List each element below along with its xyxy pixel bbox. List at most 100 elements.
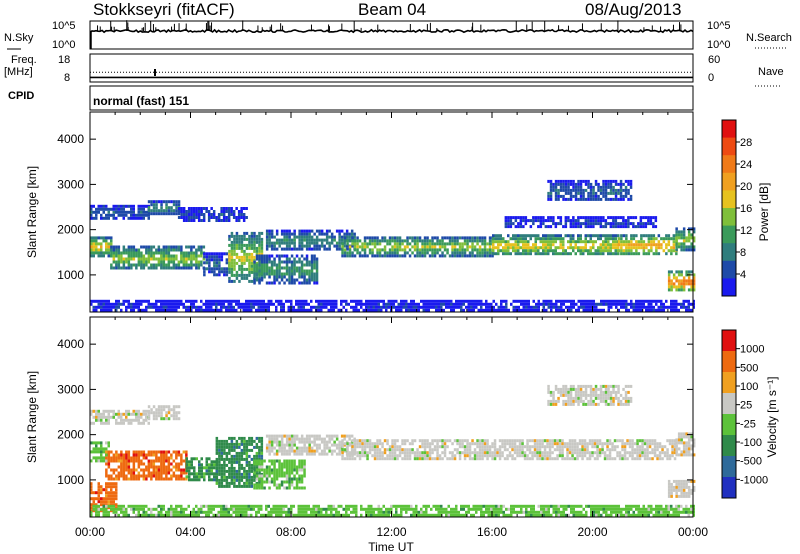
echo-cell bbox=[497, 240, 500, 244]
echo-cell bbox=[220, 481, 224, 485]
echo-cell bbox=[122, 459, 126, 463]
echo-cell bbox=[330, 434, 334, 438]
echo-cell bbox=[145, 456, 148, 460]
echo-cell bbox=[544, 237, 547, 241]
echo-cell bbox=[692, 248, 696, 252]
echo-cell bbox=[523, 451, 527, 455]
echo-cell bbox=[295, 486, 299, 490]
echo-cell bbox=[609, 185, 613, 189]
echo-cell bbox=[260, 231, 264, 235]
echo-cell bbox=[248, 279, 251, 283]
echo-cell bbox=[280, 247, 284, 251]
echo-cell bbox=[275, 241, 279, 245]
echo-cell bbox=[492, 234, 495, 238]
echo-cell bbox=[225, 469, 229, 473]
echo-cell bbox=[420, 299, 423, 303]
echo-cell bbox=[478, 236, 482, 240]
echo-cell bbox=[310, 241, 314, 245]
echo-cell bbox=[376, 454, 379, 458]
echo-cell bbox=[92, 456, 95, 460]
echo-cell bbox=[604, 219, 608, 223]
echo-cell bbox=[285, 443, 289, 447]
echo-cell bbox=[383, 457, 387, 461]
echo-cell bbox=[288, 257, 291, 261]
echo-cell bbox=[187, 308, 190, 312]
echo-cell bbox=[325, 299, 328, 303]
echo-cell bbox=[523, 457, 527, 461]
echo-cell bbox=[315, 434, 319, 438]
echo-cell bbox=[197, 245, 201, 249]
echo-cell bbox=[275, 299, 278, 303]
echo-cell bbox=[228, 475, 231, 479]
echo-cell bbox=[162, 450, 166, 454]
echo-cell bbox=[107, 459, 111, 463]
echo-cell bbox=[170, 254, 173, 258]
echo-cell bbox=[647, 243, 651, 247]
echo-cell bbox=[655, 237, 658, 241]
echo-cell bbox=[205, 472, 208, 476]
echo-cell bbox=[337, 308, 340, 312]
echo-cell bbox=[371, 254, 374, 258]
echo-cell bbox=[542, 216, 545, 220]
echo-cell bbox=[203, 472, 206, 476]
echo-cell bbox=[315, 449, 319, 453]
echo-cell bbox=[541, 442, 544, 446]
echo-cell bbox=[293, 468, 296, 472]
echo-cell bbox=[687, 302, 690, 306]
echo-cell bbox=[167, 468, 171, 472]
echo-cell bbox=[255, 276, 259, 280]
echo-cell bbox=[167, 245, 171, 249]
echo-cell bbox=[650, 249, 653, 253]
echo-cell bbox=[401, 254, 404, 258]
echo-cell bbox=[368, 451, 372, 455]
echo-cell bbox=[577, 249, 580, 253]
echo-cell bbox=[403, 439, 407, 443]
echo-cell bbox=[445, 305, 448, 309]
echo-cell bbox=[205, 258, 209, 262]
echo-cell bbox=[423, 454, 427, 458]
echo-cell bbox=[589, 222, 593, 226]
echo-cell bbox=[567, 299, 570, 303]
echo-cell bbox=[353, 445, 357, 449]
echo-cell bbox=[373, 236, 377, 240]
echo-cell bbox=[426, 442, 429, 446]
echo-cell bbox=[105, 305, 108, 309]
echo-cell bbox=[522, 225, 525, 229]
echo-cell bbox=[617, 191, 620, 195]
echo-cell bbox=[132, 450, 136, 454]
echo-cell bbox=[250, 305, 253, 309]
echo-cell bbox=[582, 197, 585, 201]
echo-cell bbox=[499, 240, 502, 244]
echo-cell bbox=[303, 263, 306, 267]
echo-cell bbox=[218, 267, 221, 271]
echo-cell bbox=[604, 234, 607, 238]
echo-cell bbox=[453, 251, 457, 255]
echo-cell bbox=[453, 239, 457, 243]
echo-cell bbox=[538, 445, 542, 449]
echo-cell bbox=[471, 242, 474, 246]
echo-cell bbox=[579, 225, 583, 229]
echo-cell bbox=[288, 434, 291, 438]
echo-cell bbox=[250, 442, 254, 446]
echo-cell bbox=[544, 243, 547, 247]
echo-cell bbox=[333, 238, 336, 242]
colorbar-tick-label: 24 bbox=[740, 159, 752, 171]
echo-cell bbox=[640, 237, 643, 241]
echo-cell bbox=[502, 246, 505, 250]
echo-cell bbox=[592, 299, 595, 303]
echo-cell bbox=[95, 456, 98, 460]
echo-cell bbox=[125, 459, 128, 463]
echo-cell bbox=[235, 276, 239, 280]
echo-cell bbox=[275, 272, 279, 276]
echo-cell bbox=[579, 194, 583, 198]
echo-cell bbox=[330, 302, 333, 306]
echo-cell bbox=[230, 302, 233, 306]
echo-cell bbox=[258, 486, 261, 490]
echo-cell bbox=[175, 465, 178, 469]
echo-cell bbox=[592, 185, 595, 189]
echo-cell bbox=[268, 443, 271, 447]
echo-cell bbox=[468, 445, 472, 449]
echo-cell bbox=[667, 237, 671, 241]
echo-cell bbox=[640, 234, 643, 238]
echo-cell bbox=[570, 302, 573, 306]
